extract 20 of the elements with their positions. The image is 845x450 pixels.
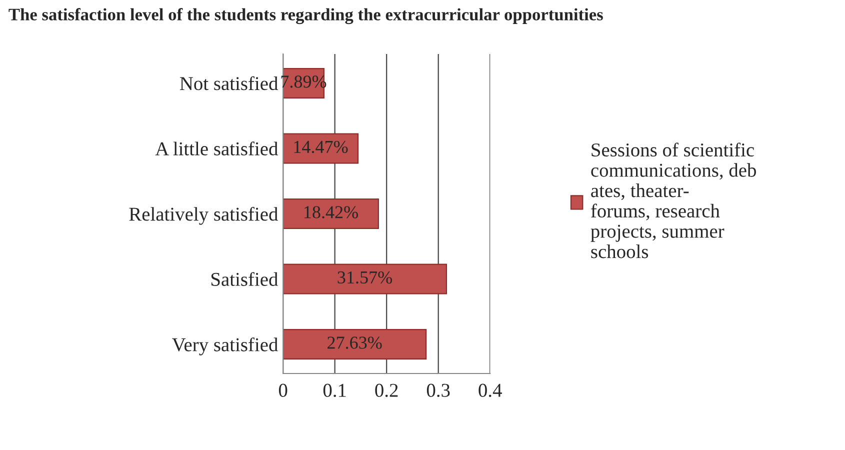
y-tick-label: Very satisfied xyxy=(172,337,278,356)
y-tick-label: Not satisfied xyxy=(180,76,278,90)
bar xyxy=(283,264,448,294)
data-label: 27.63% xyxy=(328,336,382,349)
x-tick-label: 0.4 xyxy=(478,384,502,397)
data-label: 31.57% xyxy=(338,271,392,284)
x-tick-label: 0.3 xyxy=(426,384,450,397)
data-label: 14.47% xyxy=(294,140,348,154)
chart-title: The satisfaction level of the students regarding the extracurricular opportunities xyxy=(8,8,603,24)
x-tick-label: 0 xyxy=(278,384,288,397)
legend-label: Sessions of scientific communications, deb ates, theater- forums, research projects, summer schools xyxy=(590,142,756,258)
y-tick-label: Relatively satisfied xyxy=(129,206,278,225)
bar xyxy=(283,133,359,164)
x-tick-label: 0.2 xyxy=(375,384,398,397)
y-tick-label: Satisfied xyxy=(211,272,278,286)
bar xyxy=(283,198,379,229)
y-tick-label: A little satisfied xyxy=(155,142,278,156)
bar xyxy=(283,329,427,360)
x-tick-label: 0.1 xyxy=(323,384,346,397)
data-label: 18.42% xyxy=(304,206,358,218)
